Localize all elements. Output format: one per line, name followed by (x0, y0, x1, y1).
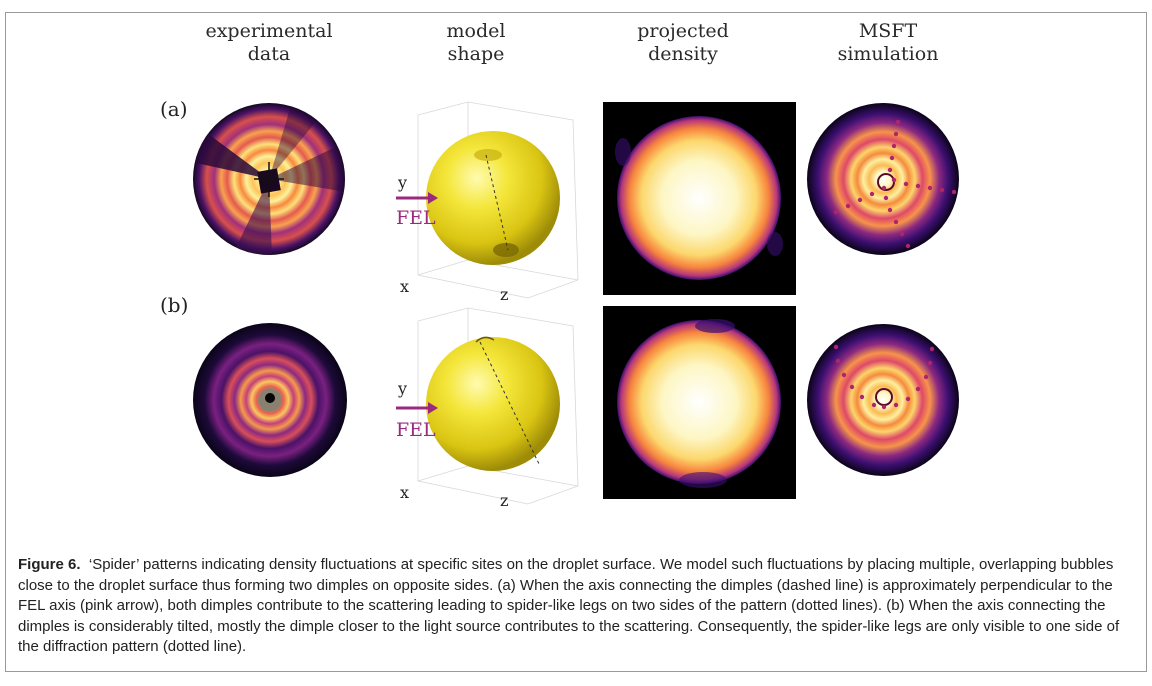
model-shape-b: y x z FEL (396, 307, 579, 506)
simulation-disk (807, 103, 959, 255)
density-dimple (615, 138, 631, 166)
column-header-experimental: experimental data (179, 20, 359, 66)
column-header-line: projected (637, 20, 729, 42)
column-header-line: shape (447, 43, 505, 65)
column-header-msft: MSFT simulation (798, 20, 978, 66)
dimple-top (475, 336, 495, 343)
column-header-line: density (648, 43, 718, 65)
column-header-projected: projected density (593, 20, 773, 66)
column-header-model: model shape (386, 20, 566, 66)
fel-arrowhead (428, 402, 438, 414)
beamstop-center (265, 393, 275, 403)
axis-label-x: x (400, 483, 409, 502)
density-dimple (679, 472, 727, 488)
column-header-line: experimental (205, 20, 333, 42)
simulation-disk (807, 324, 959, 476)
column-header-line: model (446, 20, 506, 42)
msft-simulation-a (807, 103, 959, 255)
fel-arrowhead (428, 192, 438, 204)
row-label-b: (b) (160, 293, 189, 317)
axis-label-y: y (397, 379, 407, 398)
experimental-pattern-a (193, 103, 345, 255)
dark-streaks (193, 103, 345, 255)
figure-caption: Figure 6. ‘Spider’ patterns indicating d… (18, 555, 1133, 658)
density-dimple (767, 232, 783, 256)
dimple-axis (485, 154, 509, 251)
droplet-sphere (426, 337, 560, 471)
fel-label: FEL (396, 419, 436, 441)
density-disk (617, 116, 781, 280)
projected-density-b (603, 306, 796, 499)
density-dimple (695, 319, 735, 333)
figure-frame (5, 12, 1147, 672)
fel-label: FEL (396, 207, 436, 229)
dimple-top (474, 149, 502, 161)
model-shape-a: y x z FEL (396, 101, 579, 300)
experimental-pattern-b (193, 323, 347, 477)
dotted-legs (833, 344, 935, 410)
droplet-sphere (426, 131, 560, 265)
dimple-bottom (493, 243, 519, 257)
dotted-legs (833, 119, 957, 249)
projected-density-a (603, 102, 796, 295)
row-label-a: (a) (160, 97, 188, 121)
column-header-line: data (247, 43, 291, 65)
axis-label-x: x (400, 277, 409, 296)
density-disk (617, 320, 781, 484)
msft-simulation-b (807, 324, 959, 476)
caption-text: ‘Spider’ patterns indicating density flu… (18, 556, 1120, 655)
axis-label-y: y (397, 173, 407, 192)
dimple-axis (479, 341, 541, 467)
axis-label-z: z (500, 285, 508, 300)
caption-label: Figure 6. (18, 556, 81, 573)
axis-label-z: z (500, 491, 508, 506)
column-header-line: simulation (837, 43, 939, 65)
column-header-line: MSFT (858, 20, 918, 42)
